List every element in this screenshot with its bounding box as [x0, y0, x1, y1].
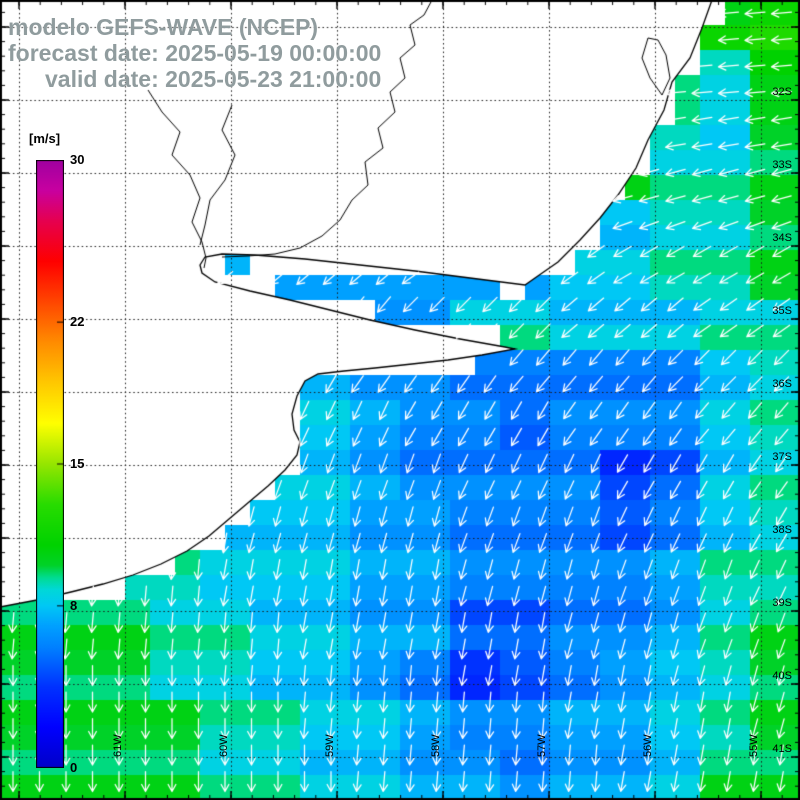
colorbar-canvas [36, 160, 64, 768]
longitude-tick-label: 60W [218, 734, 230, 757]
model-title: modelo GEFS-WAVE (NCEP) [8, 14, 319, 40]
latitude-tick-label: 39S [772, 597, 792, 609]
longitude-tick-label: 57W [536, 734, 548, 757]
latitude-tick-label: 40S [772, 670, 792, 682]
latitude-tick-label: 38S [772, 524, 792, 536]
longitude-tick-label: 61W [112, 734, 124, 757]
latitude-tick-label: 35S [772, 305, 792, 317]
plot-title-block: modelo GEFS-WAVE (NCEP) forecast date: 2… [8, 14, 381, 92]
latitude-tick-label: 41S [772, 743, 792, 755]
latitude-tick-label: 32S [772, 86, 792, 98]
latitude-tick-label: 37S [772, 451, 792, 463]
latitude-tick-label: 33S [772, 159, 792, 171]
longitude-tick-label: 59W [324, 734, 336, 757]
forecast-date: forecast date: 2025-05-19 00:00:00 [8, 40, 382, 66]
longitude-tick-label: 58W [430, 734, 442, 757]
colorbar-unit-label: [m/s] [29, 131, 61, 146]
longitude-tick-label: 55W [748, 734, 760, 757]
colorbar-tick-label: 0 [70, 760, 78, 775]
colorbar-tick-label: 30 [70, 152, 85, 167]
colorbar-tick-label: 15 [70, 456, 85, 471]
latitude-tick-label: 34S [772, 232, 792, 244]
valid-date: valid date: 2025-05-23 21:00:00 [45, 66, 382, 92]
colorbar-tick-label: 22 [70, 314, 85, 330]
longitude-tick-label: 56W [642, 734, 654, 757]
latitude-tick-label: 36S [772, 378, 792, 390]
colorbar-tick-label: 8 [70, 597, 78, 613]
